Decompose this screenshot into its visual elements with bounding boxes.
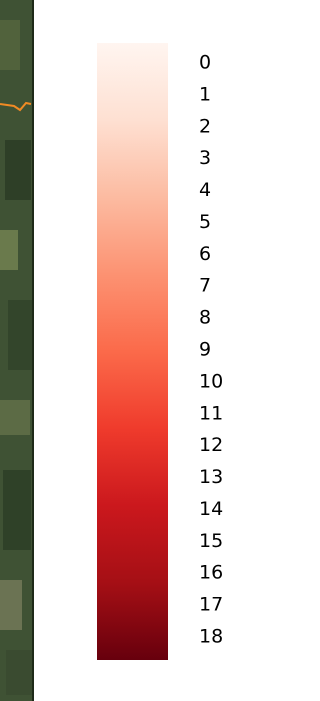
field-patch bbox=[0, 580, 22, 630]
colorbar-tick-label: 5 bbox=[199, 211, 211, 233]
forest-patch bbox=[3, 470, 31, 550]
colorbar-tick-label: 14 bbox=[199, 498, 223, 520]
colorbar-tick-label: 16 bbox=[199, 562, 223, 584]
colorbar-tick-label: 3 bbox=[199, 147, 211, 169]
colorbar-tick-label: 13 bbox=[199, 466, 223, 488]
field-patch bbox=[0, 230, 18, 270]
colorbar bbox=[97, 43, 168, 660]
colorbar-tick-label: 18 bbox=[199, 626, 223, 648]
colorbar-tick-label: 1 bbox=[199, 83, 211, 105]
map-border bbox=[32, 0, 34, 701]
map-strip bbox=[0, 0, 34, 701]
forest-patch bbox=[5, 140, 31, 200]
colorbar-tick-label: 10 bbox=[199, 370, 223, 392]
field-patch bbox=[0, 400, 30, 435]
field-patch bbox=[0, 20, 20, 70]
colorbar-tick-label: 7 bbox=[199, 275, 211, 297]
colorbar-tick-label: 11 bbox=[199, 402, 223, 424]
colorbar-tick-label: 17 bbox=[199, 594, 223, 616]
colorbar-tick-label: 12 bbox=[199, 434, 223, 456]
colorbar-tick-label: 8 bbox=[199, 307, 211, 329]
colorbar-tick-label: 2 bbox=[199, 115, 211, 137]
colorbar-tick-label: 15 bbox=[199, 530, 223, 552]
colorbar-tick-label: 6 bbox=[199, 243, 211, 265]
colorbar-tick-label: 4 bbox=[199, 179, 211, 201]
forest-patch bbox=[8, 300, 32, 370]
forest-patch bbox=[6, 650, 32, 695]
colorbar-tick-label: 0 bbox=[199, 52, 211, 74]
colorbar-tick-label: 9 bbox=[199, 339, 211, 361]
